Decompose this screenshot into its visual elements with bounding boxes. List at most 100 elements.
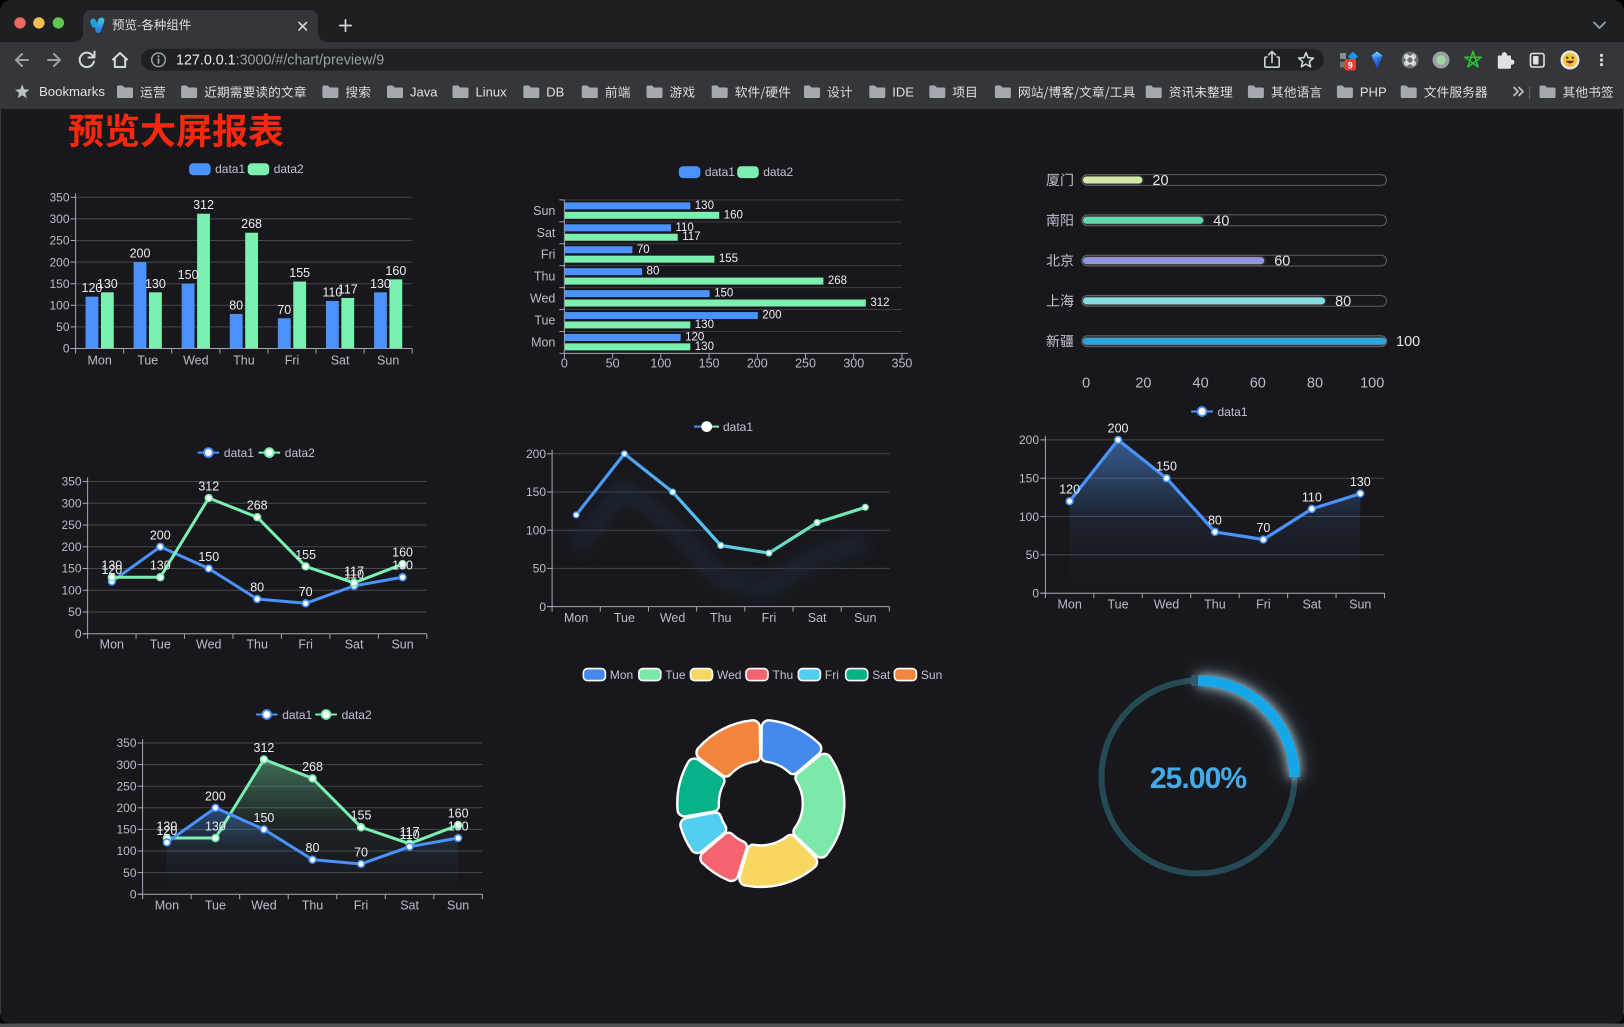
- svg-text:Fri: Fri: [762, 611, 777, 625]
- svg-text:130: 130: [97, 277, 118, 291]
- svg-text:300: 300: [49, 212, 69, 226]
- svg-text:Sun: Sun: [447, 899, 469, 913]
- svg-text:150: 150: [526, 485, 546, 499]
- svg-text:Tue: Tue: [1108, 598, 1129, 612]
- svg-text:160: 160: [448, 807, 469, 821]
- svg-text:0: 0: [1082, 376, 1090, 392]
- svg-text:60: 60: [1274, 254, 1290, 270]
- svg-text:200: 200: [762, 310, 781, 322]
- svg-text:Tue: Tue: [137, 354, 158, 368]
- svg-text:50: 50: [123, 866, 137, 880]
- svg-text:155: 155: [351, 809, 372, 823]
- svg-text:60: 60: [1250, 376, 1266, 392]
- svg-text:Sun: Sun: [854, 611, 876, 625]
- svg-text:130: 130: [205, 820, 226, 834]
- svg-text:70: 70: [637, 244, 650, 256]
- svg-text:160: 160: [724, 209, 743, 221]
- svg-text:100: 100: [1360, 376, 1384, 392]
- svg-text:117: 117: [344, 564, 364, 578]
- svg-text:312: 312: [198, 480, 219, 494]
- svg-text:Tue: Tue: [665, 668, 686, 682]
- svg-text:Mon: Mon: [610, 668, 633, 682]
- svg-text:Sun: Sun: [921, 668, 942, 682]
- svg-text:Fri: Fri: [285, 354, 300, 368]
- svg-text:160: 160: [392, 546, 413, 560]
- svg-text:50: 50: [533, 562, 547, 576]
- svg-text:Thu: Thu: [710, 611, 732, 625]
- svg-text:268: 268: [247, 499, 268, 513]
- svg-text:130: 130: [695, 319, 714, 331]
- svg-text:Thu: Thu: [246, 638, 268, 652]
- svg-text:70: 70: [277, 303, 291, 317]
- svg-text:200: 200: [747, 357, 768, 371]
- svg-text:70: 70: [1256, 521, 1270, 535]
- svg-text:Sat: Sat: [331, 354, 350, 368]
- svg-text:80: 80: [1208, 513, 1222, 527]
- svg-text:200: 200: [1019, 433, 1039, 447]
- svg-text:Wed: Wed: [660, 611, 686, 625]
- svg-text:130: 130: [150, 559, 171, 573]
- svg-text:150: 150: [699, 357, 720, 371]
- svg-text:127.0.0.1:3000/#/chart/preview: 127.0.0.1:3000/#/chart/preview/9: [176, 53, 384, 69]
- svg-text:250: 250: [61, 518, 81, 532]
- svg-text:200: 200: [526, 447, 546, 461]
- svg-text:data2: data2: [342, 708, 372, 722]
- svg-text:50: 50: [606, 357, 620, 371]
- svg-text:80: 80: [647, 266, 660, 278]
- svg-text:DB: DB: [546, 84, 564, 99]
- svg-text:100: 100: [526, 523, 546, 537]
- svg-text:117: 117: [338, 282, 358, 296]
- svg-text:350: 350: [61, 475, 81, 489]
- svg-text:350: 350: [49, 191, 69, 205]
- svg-text:0: 0: [1032, 586, 1039, 600]
- svg-text:80: 80: [1307, 376, 1323, 392]
- svg-text:200: 200: [150, 528, 171, 542]
- svg-text:data1: data1: [1218, 405, 1248, 419]
- svg-text:Sun: Sun: [377, 354, 399, 368]
- svg-text:Mon: Mon: [155, 899, 179, 913]
- svg-text:300: 300: [843, 357, 864, 371]
- svg-text:120: 120: [685, 331, 704, 343]
- svg-text:Wed: Wed: [183, 354, 209, 368]
- svg-text:130: 130: [392, 559, 413, 573]
- svg-text:268: 268: [302, 760, 323, 774]
- svg-text:110: 110: [344, 567, 364, 581]
- svg-text:150: 150: [198, 550, 219, 564]
- svg-text:data2: data2: [285, 446, 315, 460]
- svg-text:Wed: Wed: [530, 292, 556, 306]
- svg-text:130: 130: [695, 200, 714, 212]
- svg-text:200: 200: [130, 247, 151, 261]
- svg-text:150: 150: [178, 268, 199, 282]
- svg-text:Wed: Wed: [1154, 598, 1180, 612]
- svg-text:Wed: Wed: [196, 638, 222, 652]
- svg-text:130: 130: [448, 820, 469, 834]
- svg-text:150: 150: [254, 811, 275, 825]
- svg-text:200: 200: [1108, 421, 1129, 435]
- svg-text:200: 200: [116, 801, 136, 815]
- svg-text:Tue: Tue: [150, 638, 171, 652]
- svg-text:130: 130: [1350, 475, 1371, 489]
- svg-text:Sun: Sun: [1349, 598, 1371, 612]
- svg-text:150: 150: [49, 277, 69, 291]
- svg-text:Tue: Tue: [614, 611, 635, 625]
- svg-text:250: 250: [795, 357, 816, 371]
- svg-text:Wed: Wed: [717, 668, 741, 682]
- svg-text:70: 70: [299, 585, 313, 599]
- svg-text:200: 200: [49, 255, 69, 269]
- svg-text:110: 110: [322, 285, 342, 299]
- svg-text:50: 50: [1026, 548, 1040, 562]
- svg-text:40: 40: [1213, 213, 1229, 229]
- svg-text:200: 200: [205, 789, 226, 803]
- svg-text:130: 130: [101, 559, 122, 573]
- svg-text:130: 130: [156, 820, 177, 834]
- svg-text:PHP: PHP: [1360, 84, 1387, 99]
- svg-text:Mon: Mon: [87, 354, 111, 368]
- svg-text:300: 300: [116, 758, 136, 772]
- svg-text:Sat: Sat: [537, 226, 556, 240]
- svg-text:Thu: Thu: [302, 899, 324, 913]
- svg-text:0: 0: [63, 342, 70, 356]
- svg-text:0: 0: [561, 357, 568, 371]
- svg-text:0: 0: [130, 887, 137, 901]
- svg-text:Tue: Tue: [205, 899, 226, 913]
- svg-text:312: 312: [254, 741, 275, 755]
